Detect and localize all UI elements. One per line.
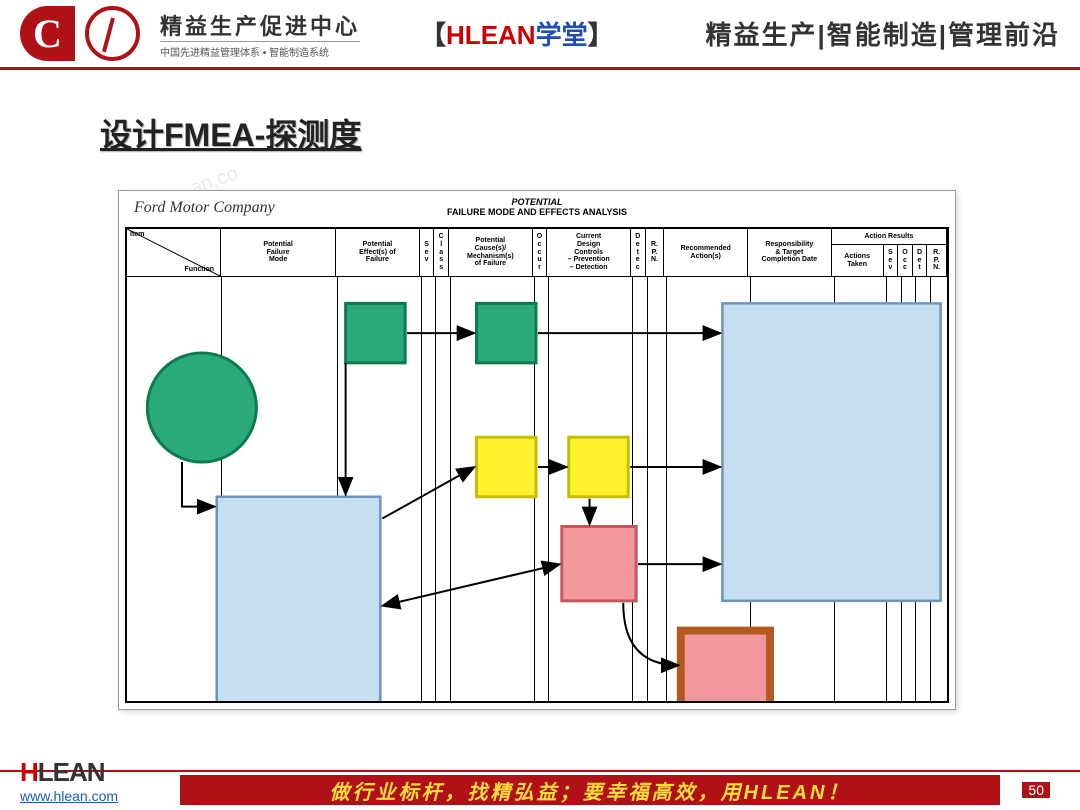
ford-logo-text: Ford Motor Company	[134, 199, 275, 217]
header-bar: C 精益生产促进中心 中国先进精益管理体系 • 智能制造系统 【HLEAN学堂】…	[0, 0, 1080, 70]
logo-text: 精益生产促进中心 中国先进精益管理体系 • 智能制造系统	[160, 9, 360, 59]
footer-slogan: 做行业标杆，找精弘益；要幸福高效，用HLEAN！	[180, 775, 1000, 805]
logo-ring-icon	[85, 6, 140, 61]
logo-area: C 精益生产促进中心 中国先进精益管理体系 • 智能制造系统	[20, 6, 360, 61]
header-right-text: 精益生产|智能制造|管理前沿	[705, 15, 1060, 52]
footer-url[interactable]: www.hlean.com	[20, 788, 118, 804]
logo-sub-text: 中国先进精益管理体系 • 智能制造系统	[160, 41, 360, 59]
footer: HLEAN www.hlean.com 做行业标杆，找精弘益；要幸福高效，用HL…	[0, 770, 1080, 810]
footer-logo: HLEAN www.hlean.com	[20, 757, 118, 804]
page-title: 设计FMEA-探测度	[100, 110, 1080, 156]
fmea-doc-title: POTENTIAL FAILURE MODE AND EFFECTS ANALY…	[447, 197, 627, 217]
page-number: 50	[1022, 782, 1050, 798]
header-center: 【HLEAN学堂】	[420, 15, 614, 52]
fmea-table: ItemFunctionPotential Failure ModePotent…	[125, 227, 949, 703]
flow-overlay	[127, 229, 947, 701]
logo-main-text: 精益生产促进中心	[160, 9, 360, 41]
fmea-diagram: Ford Motor Company POTENTIAL FAILURE MOD…	[118, 190, 956, 710]
logo-c-icon: C	[20, 6, 75, 61]
